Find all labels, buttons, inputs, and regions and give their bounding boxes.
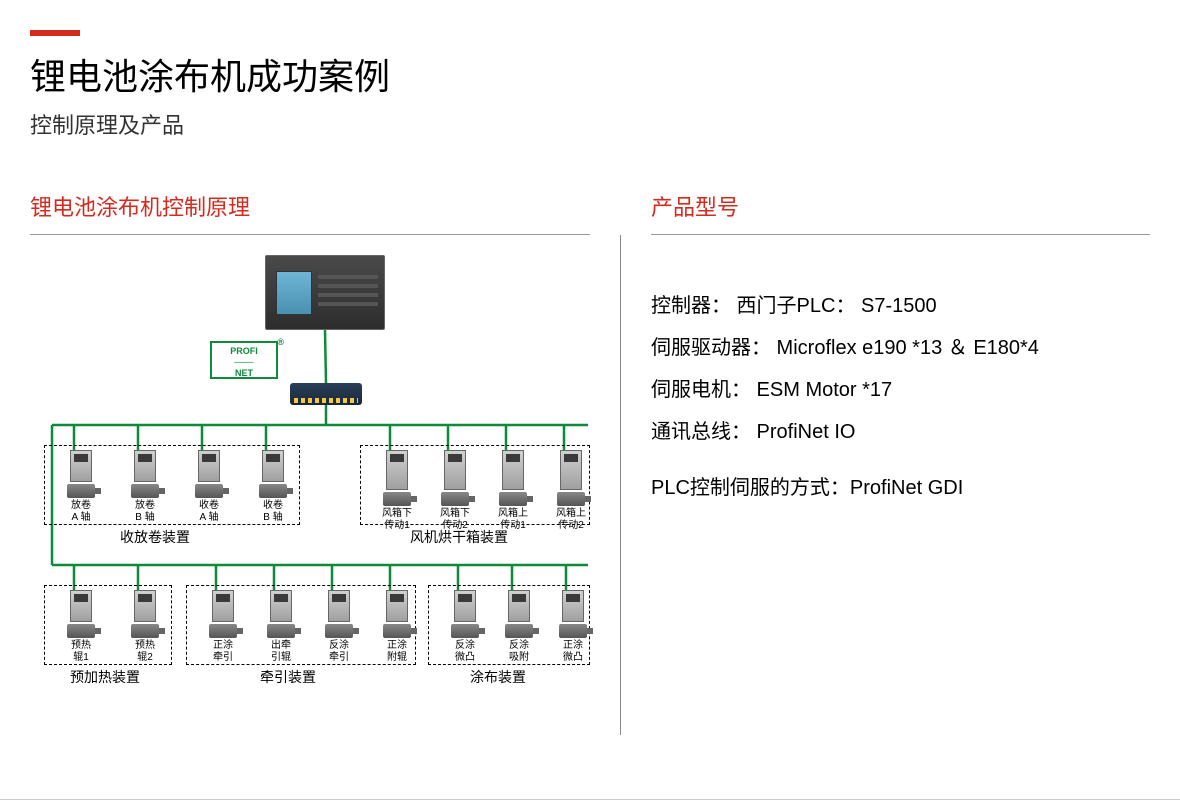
motor-icon [557, 492, 585, 506]
servo-device: 预热辊2 [116, 590, 174, 663]
motor-icon [383, 492, 411, 506]
drive-icon [262, 450, 284, 482]
servo-device: 风箱下传动2 [426, 450, 484, 531]
servo-device: 风箱下传动1 [368, 450, 426, 531]
group-preheat-label: 预加热装置 [70, 667, 140, 687]
servo-device: 放卷A 轴 [52, 450, 110, 523]
device-label: 正涂牵引 [194, 640, 252, 663]
motor-icon [67, 484, 95, 498]
servo-device: 收卷B 轴 [244, 450, 302, 523]
plc-body [312, 267, 384, 319]
ethernet-switch [290, 383, 362, 405]
servo-device: 收卷A 轴 [180, 450, 238, 523]
product-item: 伺服电机： ESM Motor *17 [651, 369, 1150, 411]
left-column: 锂电池涂布机控制原理 PROFI───NET 收放卷装置风机烘干箱装置预加热装置… [30, 190, 590, 735]
device-label: 正涂附辊 [368, 640, 426, 663]
drive-icon [70, 450, 92, 482]
drive-icon [198, 450, 220, 482]
motor-icon [195, 484, 223, 498]
drive-icon [328, 590, 350, 622]
device-label: 收卷B 轴 [244, 500, 302, 523]
motor-icon [383, 624, 411, 638]
servo-device: 正涂牵引 [194, 590, 252, 663]
servo-device: 放卷B 轴 [116, 450, 174, 523]
device-label: 正涂微凸 [544, 640, 602, 663]
right-section-title: 产品型号 [651, 190, 1150, 235]
group-traction-label: 牵引装置 [260, 667, 316, 687]
servo-device: 风箱上传动1 [484, 450, 542, 531]
product-list: 控制器： 西门子PLC： S7-1500 伺服驱动器： Microflex e1… [651, 285, 1150, 509]
plc-screen [276, 271, 312, 315]
device-label: 预热辊1 [52, 640, 110, 663]
right-column: 产品型号 控制器： 西门子PLC： S7-1500 伺服驱动器： Microfl… [651, 190, 1150, 735]
device-label: 放卷A 轴 [52, 500, 110, 523]
product-item: 通讯总线： ProfiNet IO [651, 411, 1150, 453]
motor-icon [451, 624, 479, 638]
page-subtitle: 控制原理及产品 [30, 108, 1150, 140]
content-row: 锂电池涂布机控制原理 PROFI───NET 收放卷装置风机烘干箱装置预加热装置… [30, 190, 1150, 735]
left-section-title: 锂电池涂布机控制原理 [30, 190, 590, 235]
plc-device [265, 255, 385, 330]
drive-icon [560, 450, 582, 490]
servo-device: 预热辊1 [52, 590, 110, 663]
group-coating-label: 涂布装置 [470, 667, 526, 687]
servo-device: 风箱上传动2 [542, 450, 600, 531]
drive-icon [212, 590, 234, 622]
servo-device: 正涂附辊 [368, 590, 426, 663]
drive-icon [508, 590, 530, 622]
device-label: 放卷B 轴 [116, 500, 174, 523]
product-item-final: PLC控制伺服的方式：ProfiNet GDI [651, 467, 1150, 509]
drive-icon [454, 590, 476, 622]
profinet-logo: PROFI───NET [210, 341, 278, 379]
group-winder-label: 收放卷装置 [120, 527, 190, 547]
servo-device: 出牵引辊 [252, 590, 310, 663]
motor-icon [267, 624, 295, 638]
drive-icon [386, 450, 408, 490]
drive-icon [134, 590, 156, 622]
motor-icon [131, 484, 159, 498]
device-label: 收卷A 轴 [180, 500, 238, 523]
device-label: 风箱上传动1 [484, 508, 542, 531]
device-label: 风箱上传动2 [542, 508, 600, 531]
servo-device: 反涂牵引 [310, 590, 368, 663]
motor-icon [325, 624, 353, 638]
motor-icon [259, 484, 287, 498]
motor-icon [499, 492, 527, 506]
drive-icon [502, 450, 524, 490]
servo-device: 反涂吸附 [490, 590, 548, 663]
device-label: 风箱下传动2 [426, 508, 484, 531]
device-label: 预热辊2 [116, 640, 174, 663]
product-item: 控制器： 西门子PLC： S7-1500 [651, 285, 1150, 327]
device-label: 出牵引辊 [252, 640, 310, 663]
device-label: 反涂微凸 [436, 640, 494, 663]
page-title: 锂电池涂布机成功案例 [30, 48, 1150, 100]
servo-device: 反涂微凸 [436, 590, 494, 663]
control-diagram: PROFI───NET 收放卷装置风机烘干箱装置预加热装置牵引装置涂布装置 放卷… [30, 255, 590, 735]
drive-icon [444, 450, 466, 490]
drive-icon [134, 450, 156, 482]
motor-icon [209, 624, 237, 638]
motor-icon [67, 624, 95, 638]
drive-icon [70, 590, 92, 622]
motor-icon [559, 624, 587, 638]
product-item: 伺服驱动器： Microflex e190 *13 ＆ E180*4 [651, 327, 1150, 369]
device-label: 风箱下传动1 [368, 508, 426, 531]
column-divider [620, 235, 621, 735]
accent-bar [30, 30, 80, 36]
drive-icon [562, 590, 584, 622]
drive-icon [386, 590, 408, 622]
device-label: 反涂吸附 [490, 640, 548, 663]
motor-icon [441, 492, 469, 506]
device-label: 反涂牵引 [310, 640, 368, 663]
motor-icon [131, 624, 159, 638]
motor-icon [505, 624, 533, 638]
drive-icon [270, 590, 292, 622]
servo-device: 正涂微凸 [544, 590, 602, 663]
